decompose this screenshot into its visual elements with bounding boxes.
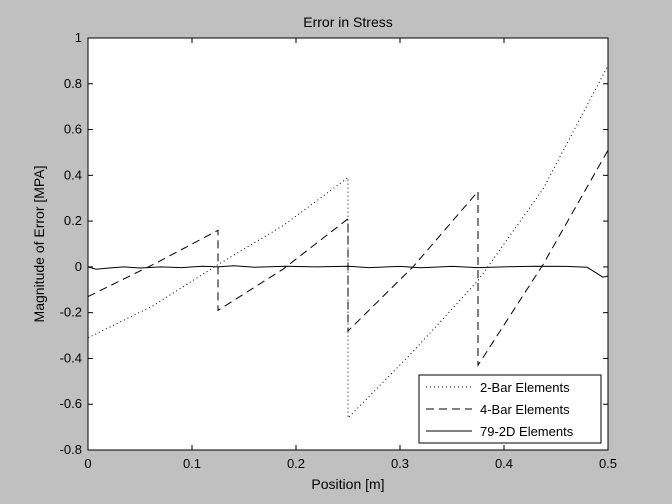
legend: 2-Bar Elements 4-Bar Elements 79-2D Elem… bbox=[418, 374, 602, 444]
x-tick-label: 0.3 bbox=[391, 456, 409, 471]
x-tick-label: 0.4 bbox=[495, 456, 513, 471]
series-line-2 bbox=[87, 265, 609, 278]
y-tick-label: 0.2 bbox=[64, 213, 82, 228]
y-tick-label: 0 bbox=[75, 259, 82, 274]
x-tick-label: 0.5 bbox=[599, 456, 617, 471]
x-tick-label: 0.1 bbox=[183, 456, 201, 471]
y-tick-label: 0.4 bbox=[64, 167, 82, 182]
y-tick-label: 1 bbox=[75, 30, 82, 45]
y-tick-label: -0.6 bbox=[60, 396, 82, 411]
legend-entry-2bar: 2-Bar Elements bbox=[480, 380, 570, 395]
legend-entry-4bar: 4-Bar Elements bbox=[480, 402, 570, 417]
y-tick-label: -0.2 bbox=[60, 305, 82, 320]
legend-box bbox=[418, 374, 602, 444]
series-layer bbox=[87, 65, 609, 420]
x-axis-label: Position [m] bbox=[311, 476, 384, 492]
series-line-1 bbox=[87, 149, 609, 367]
x-tick-label: 0.2 bbox=[287, 456, 305, 471]
ticks: 0 0.1 0.2 0.3 0.4 0.5 -0.8 -0.6 -0.4 -0.2 0 0.2 0.4 0… bbox=[60, 30, 617, 471]
plot-frame bbox=[87, 37, 609, 451]
legend-entry-79-2d: 79-2D Elements bbox=[480, 424, 574, 439]
chart-title: Error in Stress bbox=[303, 14, 392, 30]
y-tick-label: -0.8 bbox=[60, 442, 82, 457]
y-tick-label: 0.8 bbox=[64, 76, 82, 91]
x-tick-label: 0 bbox=[84, 456, 91, 471]
y-axis-label: Magnitude of Error [MPA] bbox=[31, 166, 47, 323]
y-tick-label: -0.4 bbox=[60, 350, 82, 365]
y-tick-label: 0.6 bbox=[64, 122, 82, 137]
